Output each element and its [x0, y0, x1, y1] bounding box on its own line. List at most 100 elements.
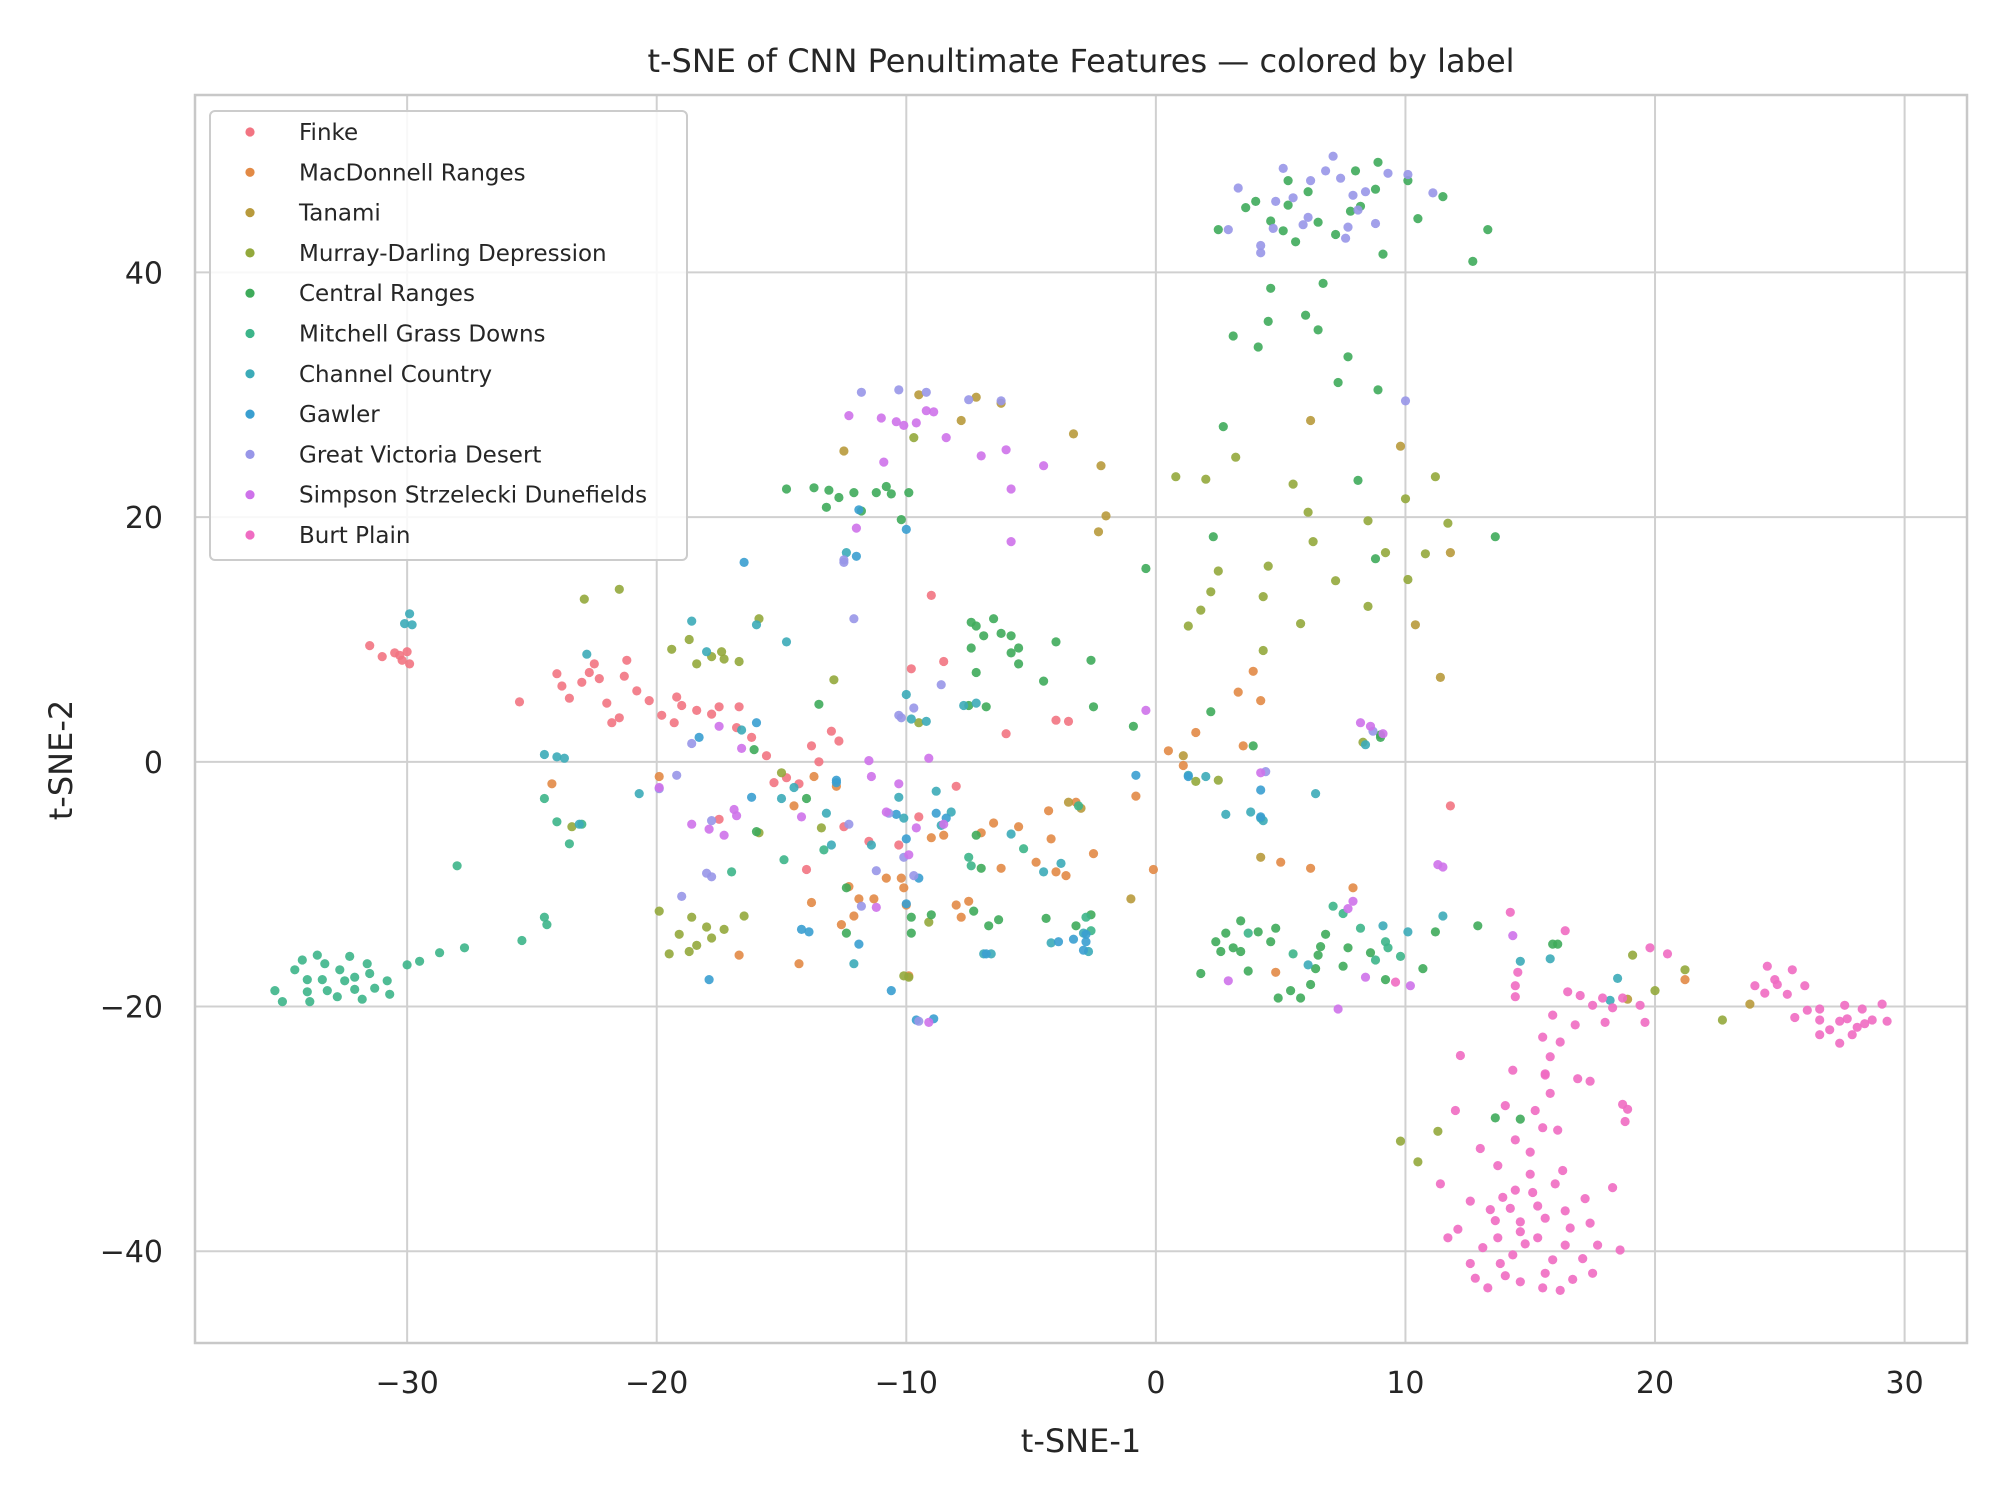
- data-point: [1051, 637, 1061, 647]
- data-point: [906, 912, 916, 922]
- data-point: [901, 899, 911, 909]
- data-point: [357, 994, 367, 1004]
- data-point: [1248, 741, 1258, 751]
- data-point: [574, 819, 584, 829]
- data-point: [971, 830, 981, 840]
- data-point: [290, 965, 300, 975]
- data-point: [1363, 601, 1373, 612]
- data-point: [1228, 943, 1238, 953]
- data-point: [1353, 205, 1363, 215]
- data-point: [1039, 461, 1049, 471]
- data-point: [814, 757, 824, 767]
- data-point: [305, 997, 315, 1007]
- data-point: [1468, 256, 1478, 266]
- data-point: [926, 590, 936, 601]
- data-point: [1365, 948, 1376, 958]
- data-point: [739, 557, 749, 568]
- data-point: [854, 939, 864, 949]
- data-point: [761, 751, 772, 761]
- legend-item: Murray-Darling Depression: [245, 241, 607, 267]
- data-point: [1283, 176, 1293, 186]
- data-point: [814, 699, 824, 709]
- data-point: [994, 915, 1004, 925]
- data-point: [1273, 993, 1283, 1003]
- data-point: [1178, 751, 1188, 761]
- data-point: [1141, 705, 1151, 716]
- data-point: [557, 681, 567, 691]
- data-point: [901, 689, 911, 700]
- data-point: [951, 781, 961, 791]
- data-point: [1258, 645, 1268, 656]
- data-point: [856, 901, 867, 911]
- data-point: [1560, 1240, 1570, 1250]
- data-point: [1867, 1015, 1877, 1025]
- data-point: [1403, 169, 1413, 180]
- data-point: [1278, 163, 1288, 173]
- data-point: [976, 451, 986, 461]
- data-point: [667, 644, 677, 654]
- data-point: [714, 721, 724, 731]
- data-point: [1835, 1016, 1845, 1026]
- data-point: [1296, 619, 1306, 629]
- data-point: [547, 779, 557, 789]
- data-point: [816, 823, 827, 833]
- legend-label: Murray-Darling Depression: [299, 241, 607, 267]
- data-point: [1538, 1032, 1548, 1042]
- y-tick-label: 20: [125, 501, 163, 536]
- data-point: [1345, 206, 1356, 216]
- data-point: [664, 949, 674, 959]
- legend-label: Burt Plain: [299, 523, 410, 549]
- x-axis-label: t-SNE-1: [1021, 1422, 1141, 1460]
- legend-label: Tanami: [298, 201, 381, 227]
- data-point: [1126, 894, 1136, 904]
- data-point: [1465, 1258, 1475, 1269]
- data-point: [1341, 233, 1351, 243]
- data-point: [841, 928, 852, 938]
- data-point: [1001, 729, 1011, 739]
- data-point: [824, 485, 834, 495]
- data-point: [1306, 176, 1316, 186]
- series-group: [547, 666, 1690, 985]
- data-point: [1490, 532, 1500, 542]
- data-point: [1515, 1227, 1525, 1237]
- data-point: [1498, 1192, 1508, 1202]
- data-point: [904, 850, 914, 860]
- data-point: [981, 949, 991, 959]
- data-point: [1183, 771, 1193, 782]
- data-point: [1303, 960, 1313, 970]
- y-tick-label: −40: [100, 1235, 163, 1270]
- data-point: [1680, 975, 1690, 985]
- data-point: [1882, 1016, 1892, 1026]
- data-point: [1600, 1017, 1610, 1027]
- data-point: [704, 975, 714, 985]
- data-point: [1071, 921, 1081, 931]
- data-point: [899, 883, 909, 893]
- data-point: [1056, 858, 1066, 869]
- data-point: [979, 631, 989, 641]
- data-point: [1370, 218, 1381, 229]
- data-point: [1800, 981, 1810, 991]
- data-point: [402, 960, 412, 970]
- data-point: [1470, 1273, 1480, 1283]
- data-point: [751, 620, 762, 630]
- data-point: [1256, 768, 1266, 778]
- data-point: [1296, 993, 1306, 1003]
- y-tick-label: −20: [100, 991, 163, 1026]
- data-point: [1877, 999, 1887, 1009]
- data-point: [1510, 1185, 1520, 1195]
- data-point: [1465, 1196, 1475, 1206]
- legend-label: Channel Country: [299, 362, 492, 388]
- data-point: [1802, 1005, 1812, 1015]
- data-point: [619, 671, 629, 681]
- legend-label: Central Ranges: [299, 281, 475, 307]
- data-point: [1006, 537, 1016, 547]
- data-point: [1445, 548, 1455, 558]
- data-point: [1840, 1000, 1850, 1010]
- data-point: [921, 387, 931, 397]
- data-point: [1191, 727, 1201, 738]
- data-point: [1478, 1243, 1488, 1253]
- data-point: [1540, 1213, 1550, 1223]
- data-point: [1513, 967, 1523, 977]
- data-point: [1483, 225, 1493, 235]
- data-point: [1545, 954, 1555, 964]
